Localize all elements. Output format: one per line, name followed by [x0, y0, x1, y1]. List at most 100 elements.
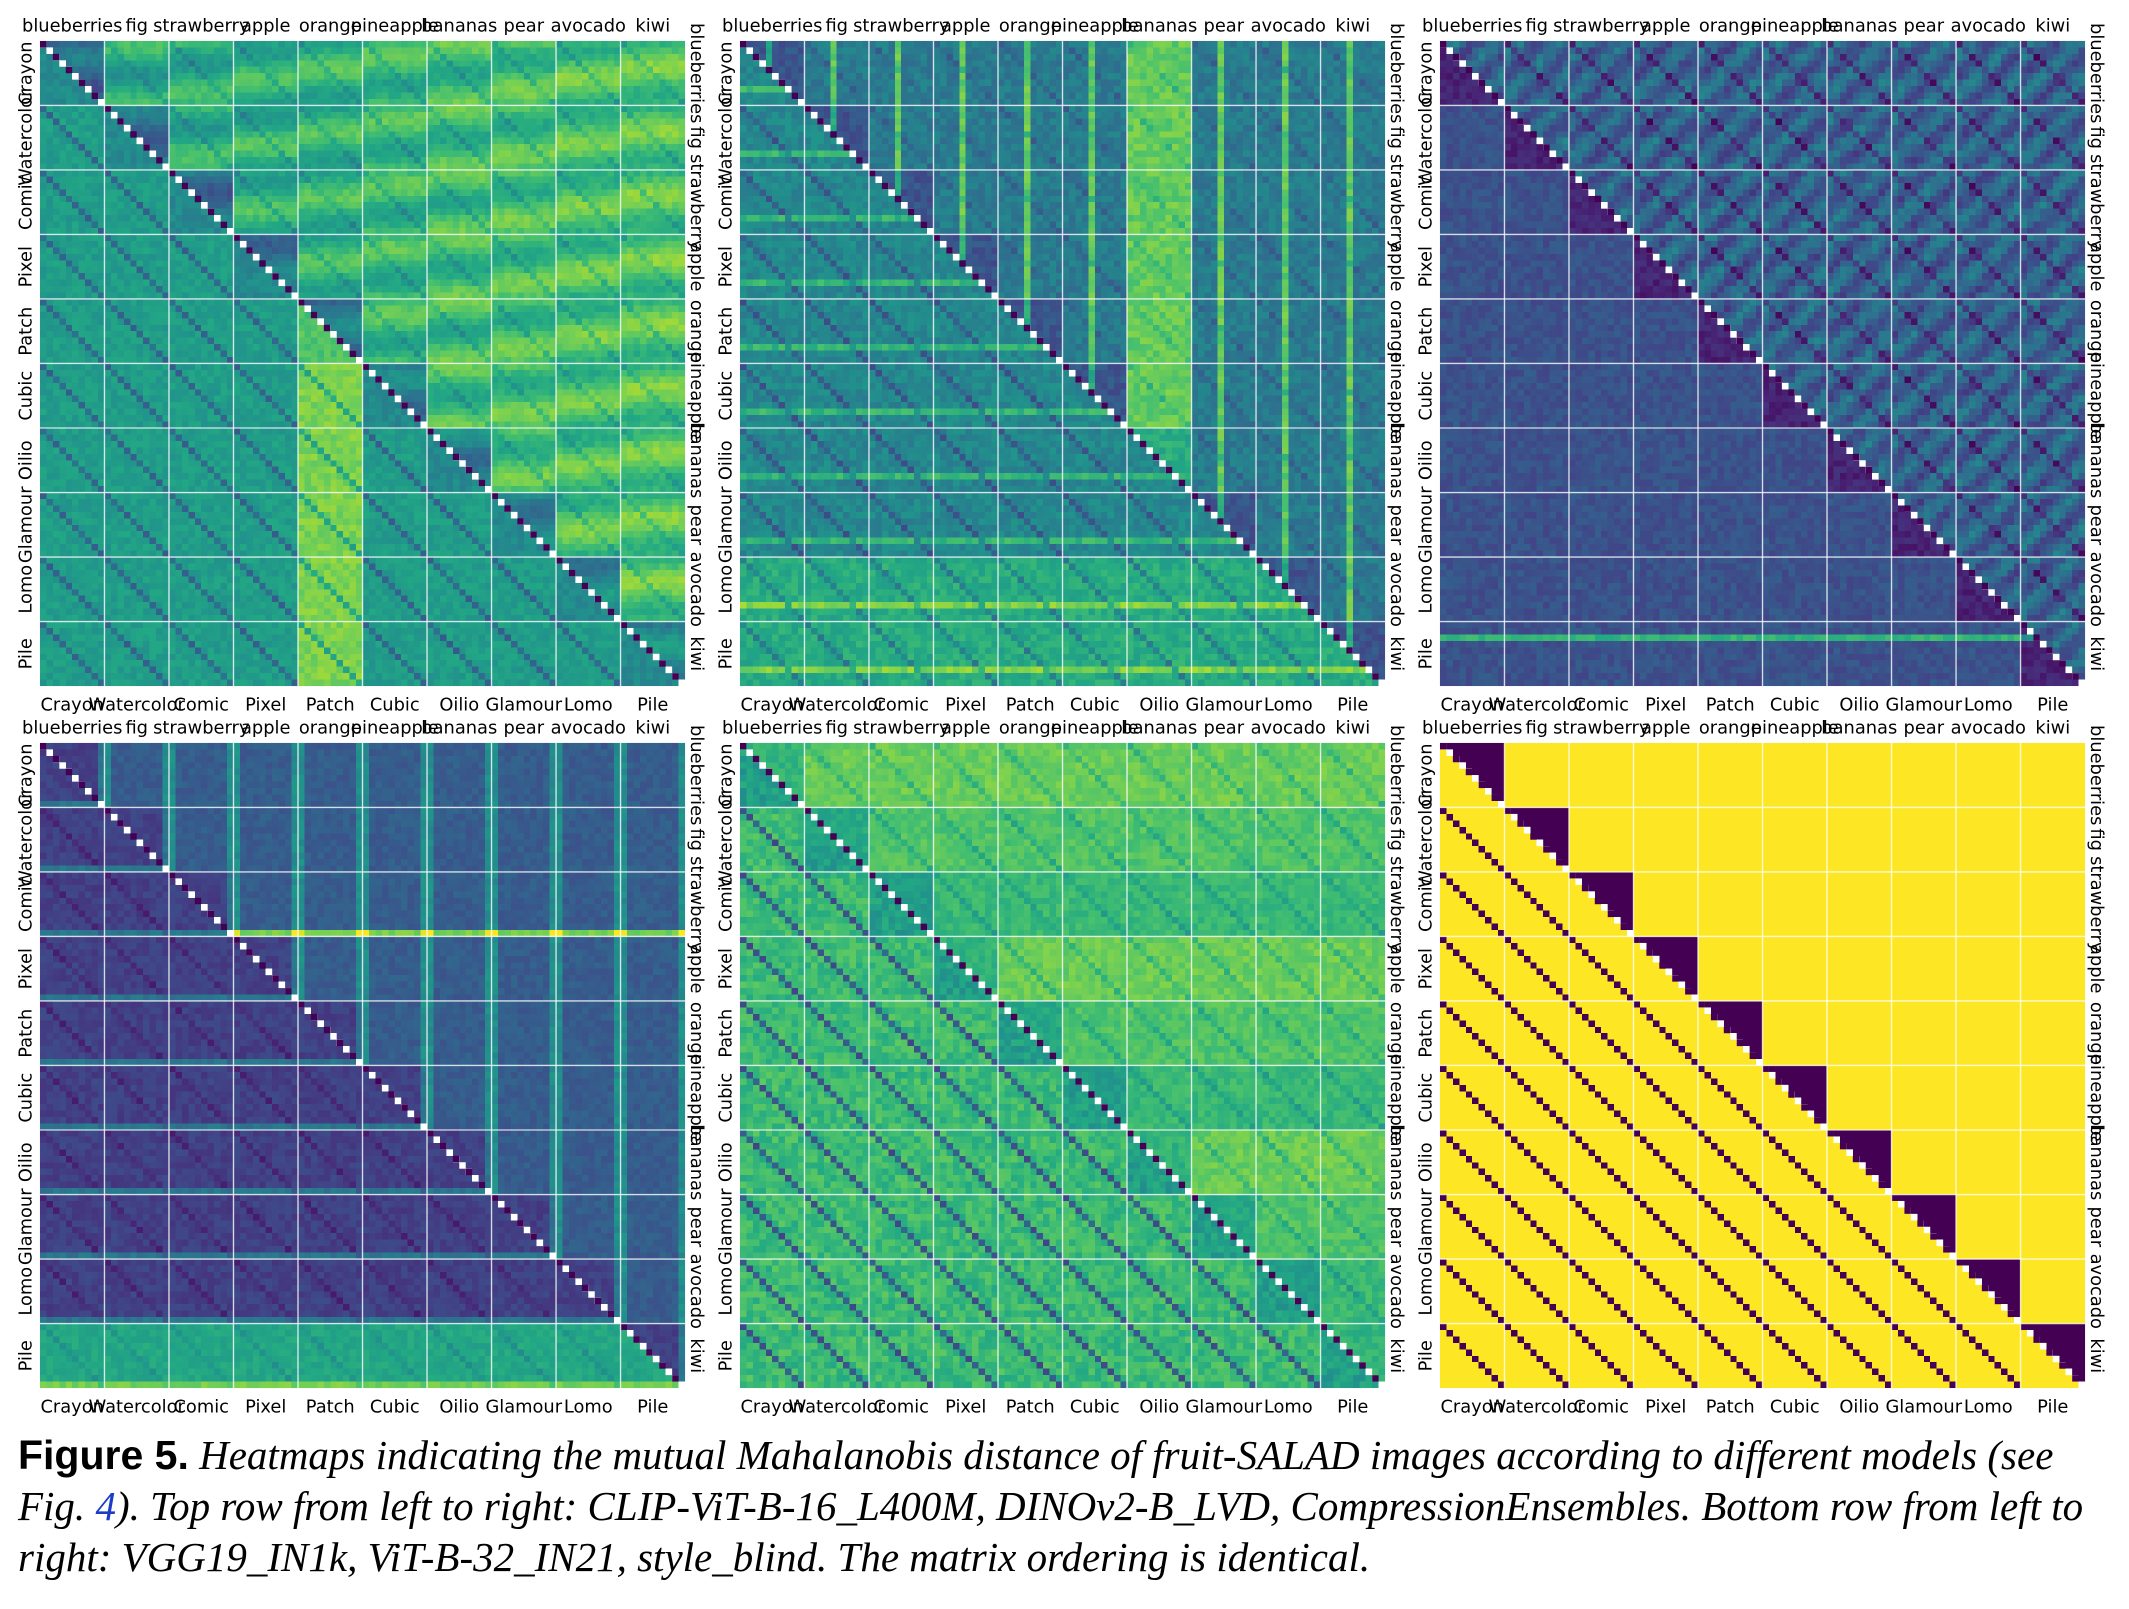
diagonal-cell: [52, 53, 60, 61]
diagonal-cell: [1230, 1233, 1237, 1240]
diagonal-cell: [2039, 640, 2047, 648]
left-style-label: Crayon: [716, 41, 737, 104]
left-style-label: Pile: [1416, 1340, 1437, 1371]
diagonal-cell: [78, 79, 86, 87]
left-style-label: Comic: [716, 876, 737, 931]
bottom-style-label: Patch: [306, 695, 355, 716]
diagonal-cell: [1197, 498, 1205, 506]
top-fruit-label: avocado: [1251, 15, 1326, 36]
diagonal-cell: [1256, 1259, 1263, 1266]
diagonal-cell: [1056, 1059, 1063, 1066]
left-style-label: Patch: [716, 307, 737, 356]
bottom-style-label: Comic: [173, 695, 228, 716]
diagonal-cell: [401, 402, 408, 409]
diagonal-cell: [939, 240, 947, 248]
left-style-label: Crayon: [16, 743, 37, 806]
diagonal-cell: [1333, 1336, 1340, 1343]
diagonal-cell: [433, 434, 440, 441]
left-style-label: Patch: [16, 307, 37, 356]
diagonal-cell: [1197, 1200, 1205, 1208]
diagonal-cell: [2014, 1317, 2021, 1324]
diagonal-cell: [1891, 492, 1898, 499]
diagonal-cell: [1846, 447, 1853, 454]
diagonal-cell: [1743, 344, 1750, 351]
diagonal-cell: [362, 1065, 369, 1072]
right-fruit-label: bananas: [2086, 1124, 2107, 1200]
bottom-style-label: Pixel: [945, 695, 986, 716]
diagonal-cell: [156, 157, 163, 164]
right-fruit-label: fig: [1386, 126, 1407, 149]
diagonal-cell: [1249, 550, 1257, 558]
diagonal-cell: [149, 852, 157, 860]
left-style-label: Watercolor: [16, 89, 37, 186]
diagonal-cell: [298, 1000, 305, 1008]
diagonal-cell: [1359, 1362, 1366, 1369]
diagonal-cell: [265, 968, 273, 976]
diagonal-cell: [1956, 1259, 1963, 1266]
diagonal-cell: [110, 813, 118, 821]
diagonal-cell: [1704, 305, 1711, 312]
diagonal-cell: [2072, 673, 2079, 680]
diagonal-cell: [1885, 486, 1892, 493]
diagonal-cell: [1930, 1233, 1937, 1240]
bottom-style-label: Oilio: [439, 1397, 479, 1418]
diagonal-cell: [343, 1046, 350, 1053]
diagonal-cell: [665, 1368, 673, 1376]
diagonal-cell: [830, 131, 837, 138]
diagonal-cell: [1378, 1381, 1386, 1389]
diagonal-cell: [2001, 1304, 2008, 1311]
diagonal-cell: [985, 988, 992, 995]
diagonal-cell: [1575, 176, 1582, 183]
diagonal-cell: [1775, 376, 1782, 383]
diagonal-cell: [1562, 865, 1569, 872]
diagonal-cell: [543, 544, 550, 551]
diagonal-cell: [1204, 1207, 1211, 1214]
heatmap-vgg19: blueberries blueberriesfigfigstrawberryst…: [16, 717, 707, 1417]
diagonal-cell: [843, 144, 850, 151]
diagonal-cell: [594, 595, 602, 603]
top-fruit-label: blueberries: [722, 717, 822, 738]
diagonal-cell: [1749, 350, 1757, 358]
diagonal-cell: [504, 1207, 511, 1214]
diagonal-cells: [39, 40, 686, 687]
diagonal-cell: [1120, 1123, 1128, 1130]
top-fruit-label: bananas: [1821, 15, 1897, 36]
left-style-label: Comic: [1416, 174, 1437, 229]
diagonal-cell: [65, 768, 73, 776]
bottom-style-label: Glamour: [1885, 695, 1962, 716]
diagonal-cell: [1185, 1188, 1192, 1195]
top-fruit-label: bananas: [1821, 717, 1897, 738]
diagonal-cell: [1949, 1252, 1957, 1260]
diagonal-cell: [1268, 569, 1276, 577]
diagonal-cell: [772, 73, 779, 80]
right-fruit-label: avocado: [2086, 552, 2107, 627]
figure-reference-link[interactable]: 4: [95, 1483, 116, 1529]
caption-text-2: ). Top row from left to right: CLIP-ViT-…: [18, 1483, 2084, 1580]
heatmap-vit: blueberries blueberriesfigfigstrawberryst…: [716, 717, 1407, 1417]
right-fruit-label: apple: [1386, 944, 1407, 994]
diagonal-cell: [278, 981, 286, 989]
diagonal-cell: [881, 884, 889, 892]
top-fruit-label: kiwi: [2035, 15, 2070, 36]
diagonal-cell: [2052, 1355, 2060, 1363]
bottom-style-label: Pile: [1337, 1397, 1368, 1418]
diagonal-cell: [1652, 253, 1660, 261]
diagonal-cell: [601, 602, 608, 609]
diagonal-cell: [1530, 833, 1537, 840]
right-fruit-label: pineapple: [2086, 1054, 2107, 1142]
diagonal-cell: [785, 86, 792, 93]
diagonal-cell: [1088, 389, 1095, 396]
diagonal-cell: [1127, 428, 1134, 435]
diagonal-cell: [1372, 1375, 1379, 1382]
diagonal-cell: [946, 247, 953, 254]
top-fruit-label: pear: [1904, 717, 1945, 738]
top-fruit-label: strawberry: [153, 717, 250, 738]
diagonal-cell: [1043, 1046, 1050, 1053]
diagonal-cell: [1478, 781, 1486, 789]
top-fruit-label: orange: [1699, 717, 1762, 738]
diagonal-cell: [1159, 460, 1166, 467]
left-style-label: Crayon: [16, 41, 37, 104]
diagonal-cell: [517, 518, 524, 525]
right-fruit-label: fig: [686, 126, 707, 149]
diagonal-cell: [427, 428, 434, 435]
